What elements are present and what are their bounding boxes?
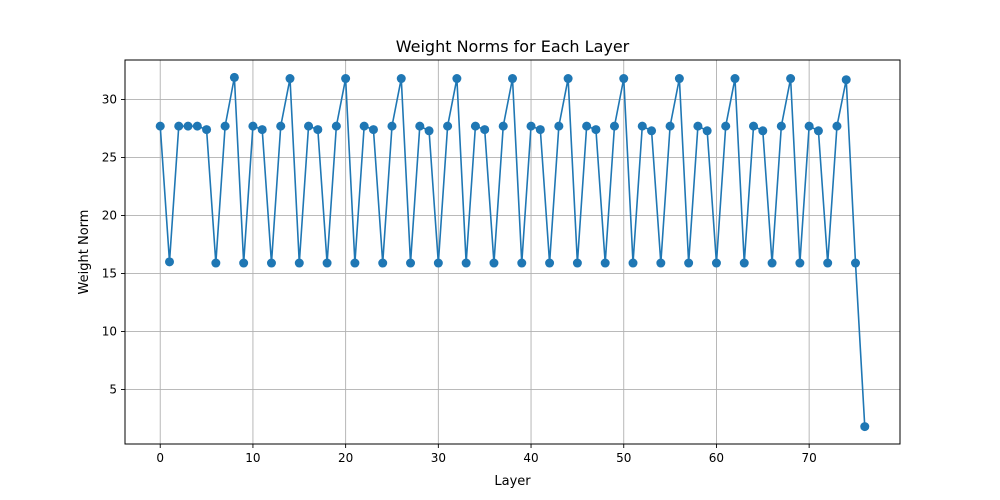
data-point <box>461 258 471 268</box>
data-point <box>470 121 480 131</box>
data-point <box>795 258 805 268</box>
data-point <box>609 121 619 131</box>
data-point <box>619 74 629 84</box>
data-point <box>563 74 573 84</box>
data-point <box>517 258 527 268</box>
data-point <box>202 125 212 135</box>
x-tick-label: 50 <box>616 451 631 465</box>
y-tick-label: 5 <box>109 382 117 396</box>
data-point <box>758 126 768 136</box>
data-point <box>220 121 230 131</box>
data-point <box>749 121 759 131</box>
data-point <box>304 121 314 131</box>
data-point <box>767 258 777 268</box>
grid-lines <box>125 60 900 444</box>
data-point <box>684 258 694 268</box>
data-point <box>591 125 601 135</box>
data-point <box>776 121 786 131</box>
chart-title: Weight Norms for Each Layer <box>396 37 630 56</box>
data-point <box>637 121 647 131</box>
data-point <box>647 126 657 136</box>
data-point <box>424 126 434 136</box>
data-point <box>294 258 304 268</box>
data-point <box>350 258 360 268</box>
data-point <box>443 121 453 131</box>
data-point <box>572 258 582 268</box>
y-tick-label: 15 <box>102 266 117 280</box>
plot-frame <box>124 59 901 445</box>
data-point <box>396 74 406 84</box>
data-point <box>433 258 443 268</box>
data-point <box>535 125 545 135</box>
data-point <box>702 126 712 136</box>
data-point <box>739 258 749 268</box>
data-point <box>656 258 666 268</box>
data-point <box>415 121 425 131</box>
data-point <box>841 75 851 85</box>
data-point <box>674 74 684 84</box>
data-point <box>257 125 267 135</box>
data-point <box>359 121 369 131</box>
data-point <box>813 126 823 136</box>
data-point <box>489 258 499 268</box>
data-point <box>480 125 490 135</box>
data-point <box>545 258 555 268</box>
data-point <box>183 121 193 131</box>
data-point <box>582 121 592 131</box>
data-point <box>851 258 860 268</box>
data-point <box>786 74 796 84</box>
data-point <box>331 121 341 131</box>
x-tick-label: 60 <box>709 451 724 465</box>
data-point <box>165 257 174 267</box>
data-point <box>276 121 286 131</box>
x-tick-label: 40 <box>523 451 538 465</box>
y-tick-label: 25 <box>102 150 117 164</box>
x-tick-label: 10 <box>245 451 260 465</box>
data-point <box>368 125 378 135</box>
data-point <box>823 258 833 268</box>
data-point <box>832 121 842 131</box>
data-point <box>730 74 740 84</box>
data-point <box>498 121 508 131</box>
data-point <box>693 121 703 131</box>
data-point <box>628 258 638 268</box>
data-point <box>387 121 397 131</box>
y-tick-label: 30 <box>102 92 117 106</box>
y-tick-label: 10 <box>102 324 117 338</box>
data-point <box>248 121 258 131</box>
data-point <box>285 74 295 84</box>
data-point <box>452 74 462 84</box>
data-point <box>192 121 202 131</box>
data-point <box>406 258 416 268</box>
data-point <box>341 74 351 84</box>
data-point <box>378 258 388 268</box>
data-point <box>266 258 276 268</box>
data-point <box>804 121 814 131</box>
data-point <box>508 74 517 84</box>
axis-ticks: 0 10 20 30 40 50 60 70 5 10 15 20 25 30 <box>102 92 817 465</box>
x-tick-label: 20 <box>338 451 353 465</box>
data-point <box>665 121 675 131</box>
x-axis-label: Layer <box>494 474 531 489</box>
data-point <box>313 125 323 135</box>
x-tick-label: 0 <box>156 451 164 465</box>
data-point <box>155 121 165 131</box>
y-axis-label: Weight Norm <box>77 210 92 295</box>
data-point <box>229 72 239 82</box>
data-point <box>554 121 564 131</box>
x-tick-label: 30 <box>431 451 446 465</box>
data-point <box>322 258 332 268</box>
data-point <box>211 258 221 268</box>
data-point <box>600 258 610 268</box>
data-point <box>721 121 731 131</box>
data-point <box>526 121 536 131</box>
data-point <box>174 121 184 131</box>
data-point <box>860 422 870 432</box>
data-point <box>711 258 721 268</box>
data-point <box>239 258 249 268</box>
y-tick-label: 20 <box>102 208 117 222</box>
data-points <box>155 72 870 432</box>
x-tick-label: 70 <box>802 451 817 465</box>
